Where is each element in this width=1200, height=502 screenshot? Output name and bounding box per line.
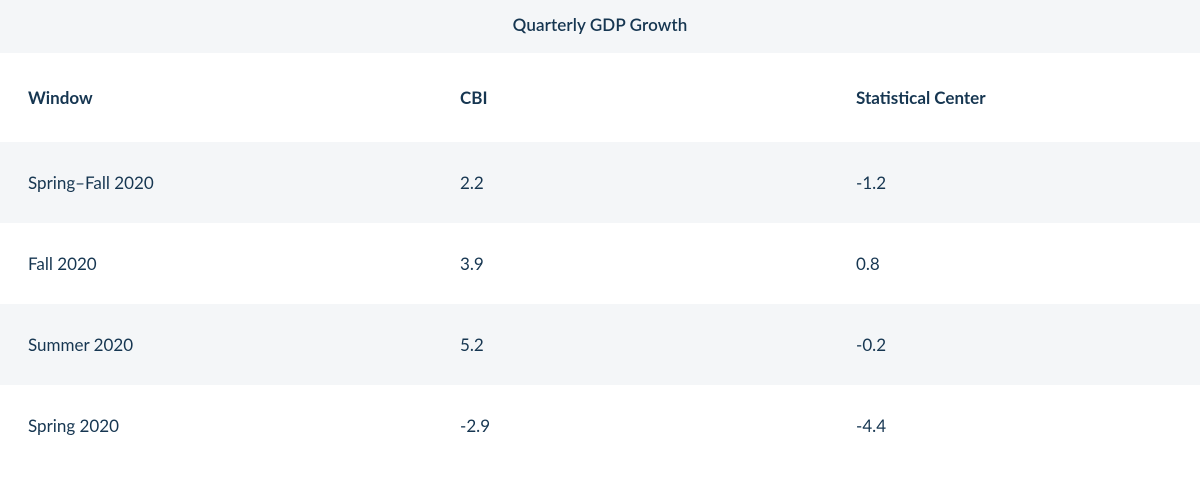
cell-stat: 0.8 xyxy=(828,223,1200,304)
cell-cbi: 3.9 xyxy=(432,223,828,304)
cell-stat: -1.2 xyxy=(828,142,1200,223)
cell-stat: -4.4 xyxy=(828,385,1200,466)
column-header-cbi: CBI xyxy=(432,53,828,142)
cell-window: Summer 2020 xyxy=(0,304,432,385)
table-row: Fall 2020 3.9 0.8 xyxy=(0,223,1200,304)
column-header-stat: Statistical Center xyxy=(828,53,1200,142)
cell-window: Fall 2020 xyxy=(0,223,432,304)
cell-window: Spring 2020 xyxy=(0,385,432,466)
cell-cbi: -2.9 xyxy=(432,385,828,466)
table-row: Spring–Fall 2020 2.2 -1.2 xyxy=(0,142,1200,223)
table-header-row: Window CBI Statistical Center xyxy=(0,53,1200,142)
table-row: Summer 2020 5.2 -0.2 xyxy=(0,304,1200,385)
cell-stat: -0.2 xyxy=(828,304,1200,385)
gdp-table: Quarterly GDP Growth Window CBI Statisti… xyxy=(0,0,1200,466)
cell-cbi: 5.2 xyxy=(432,304,828,385)
cell-cbi: 2.2 xyxy=(432,142,828,223)
column-header-window: Window xyxy=(0,53,432,142)
table-row: Spring 2020 -2.9 -4.4 xyxy=(0,385,1200,466)
cell-window: Spring–Fall 2020 xyxy=(0,142,432,223)
table-title: Quarterly GDP Growth xyxy=(0,0,1200,53)
table-title-row: Quarterly GDP Growth xyxy=(0,0,1200,53)
